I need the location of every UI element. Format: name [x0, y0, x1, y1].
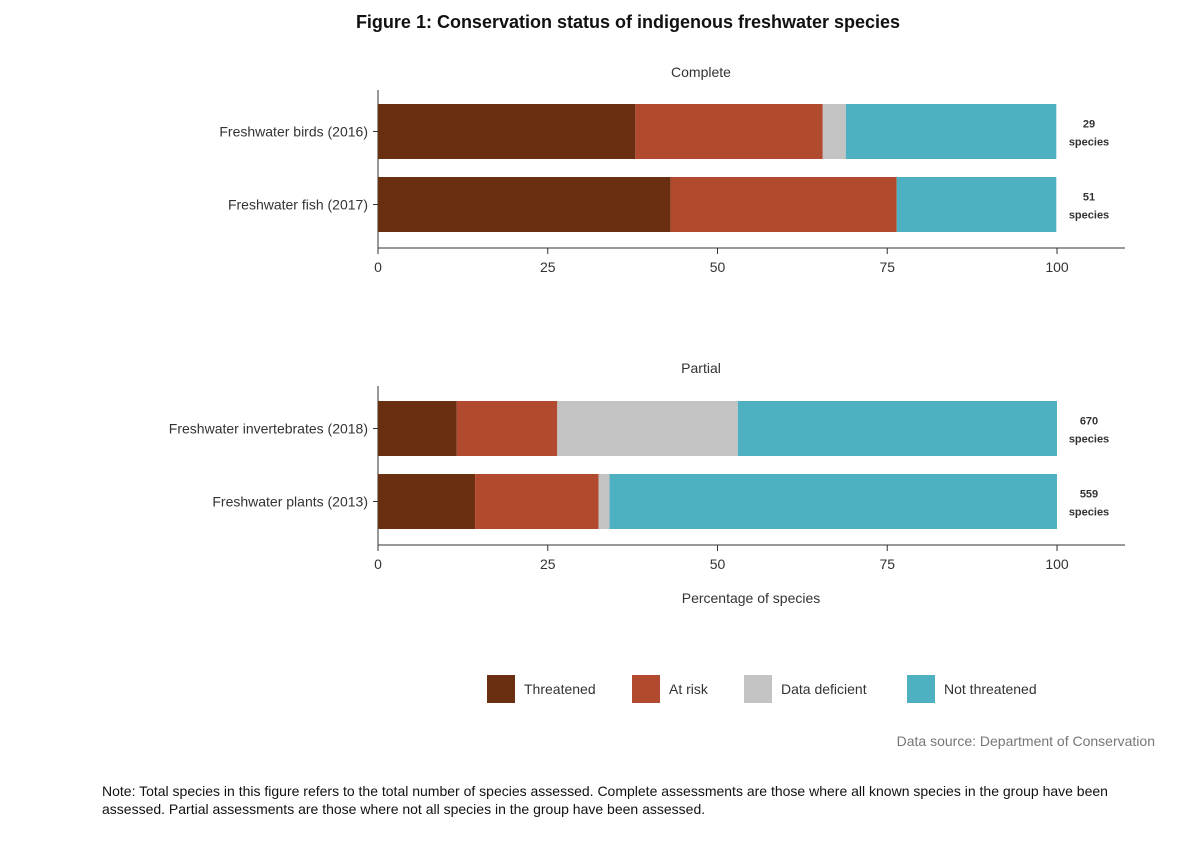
footnote: Note: Total species in this figure refer…	[102, 783, 1108, 817]
figure-title: Figure 1: Conservation status of indigen…	[355, 12, 901, 32]
bar-segment-threatened	[378, 401, 457, 456]
x-tick-label: 0	[374, 556, 382, 572]
bar-segment-data-deficient	[598, 474, 610, 529]
bar-segment-at-risk	[456, 401, 558, 456]
species-count-unit: species	[1069, 210, 1109, 222]
legend-swatch-not-threatened	[907, 675, 935, 703]
species-count: 670	[1080, 416, 1098, 428]
legend-label-not-threatened: Not threatened	[944, 681, 1037, 697]
legend-swatch-threatened	[487, 675, 515, 703]
x-tick-label: 25	[540, 556, 556, 572]
legend-label-at-risk: At risk	[669, 681, 709, 697]
bar-segment-threatened	[378, 177, 671, 232]
x-tick-label: 50	[710, 259, 726, 275]
x-tick-label: 50	[710, 556, 726, 572]
species-count: 559	[1080, 489, 1098, 501]
species-count-unit: species	[1069, 507, 1109, 519]
category-label: Freshwater plants (2013)	[212, 494, 368, 510]
bar-segment-at-risk	[670, 177, 897, 232]
species-count: 29	[1083, 119, 1095, 131]
legend-swatch-data-deficient	[744, 675, 772, 703]
legend-label-data-deficient: Data deficient	[781, 681, 867, 697]
bar-segment-not-threatened	[896, 177, 1057, 232]
x-tick-label: 100	[1045, 259, 1069, 275]
category-label: Freshwater fish (2017)	[228, 197, 368, 213]
x-tick-label: 25	[540, 259, 556, 275]
species-count: 51	[1083, 192, 1095, 204]
x-tick-label: 75	[879, 259, 895, 275]
species-count-unit: species	[1069, 137, 1109, 149]
legend-swatch-at-risk	[632, 675, 660, 703]
bar-segment-not-threatened	[609, 474, 1057, 529]
bar-segment-not-threatened	[845, 104, 1057, 159]
legend-label-threatened: Threatened	[524, 681, 596, 697]
species-count-unit: species	[1069, 434, 1109, 446]
bar-segment-data-deficient	[822, 104, 846, 159]
facet-title-complete: Complete	[671, 64, 731, 80]
bar-segment-at-risk	[475, 474, 599, 529]
facet-title-partial: Partial	[681, 360, 721, 376]
bar-segment-threatened	[378, 474, 476, 529]
bar-segment-data-deficient	[557, 401, 738, 456]
bar-segment-at-risk	[635, 104, 823, 159]
category-label: Freshwater invertebrates (2018)	[169, 421, 368, 437]
data-source: Data source: Department of Conservation	[896, 733, 1155, 749]
x-tick-label: 0	[374, 259, 382, 275]
category-label: Freshwater birds (2016)	[219, 124, 368, 140]
x-tick-label: 100	[1045, 556, 1069, 572]
x-tick-label: 75	[879, 556, 895, 572]
bar-segment-threatened	[378, 104, 636, 159]
x-axis-title: Percentage of species	[682, 590, 821, 606]
bar-segment-not-threatened	[737, 401, 1057, 456]
